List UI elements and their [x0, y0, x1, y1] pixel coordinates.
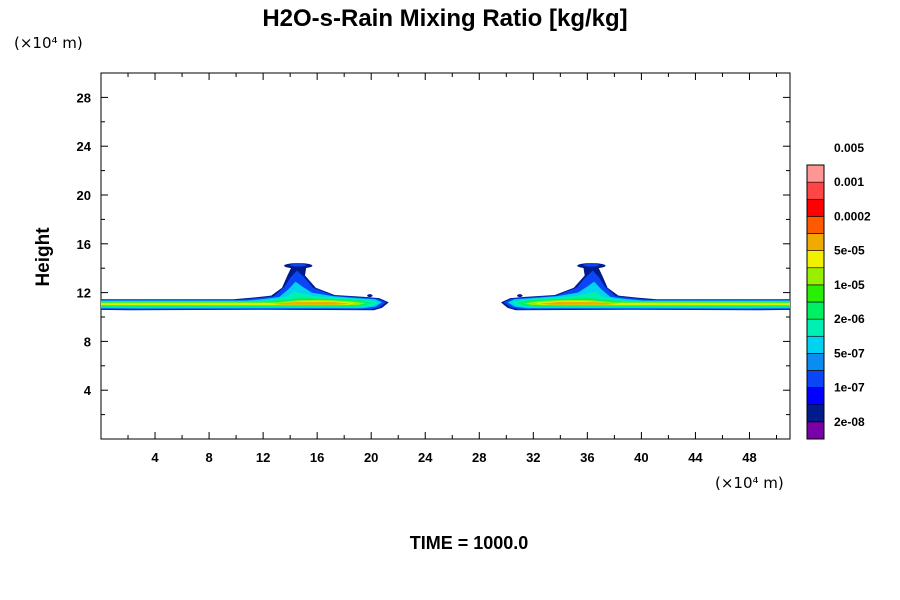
x-tick-label: 32: [526, 450, 540, 465]
colorbar-swatch: [806, 318, 825, 337]
right-cloud-contour-level-8: [538, 301, 620, 305]
x-tick-labels: 4 8 12 16 20 24 28 32 36 40 44 48: [151, 450, 756, 465]
left-cloud-contour-level-8: [269, 301, 351, 305]
x-tick-label: 40: [634, 450, 648, 465]
colorbar-swatch: [806, 421, 825, 440]
colorbar-label: 2e-08: [834, 415, 865, 429]
y-tick-label: 24: [77, 139, 92, 154]
plot-frame: [100, 72, 791, 440]
x-tick-label: 24: [418, 450, 433, 465]
colorbar-label: 1e-07: [834, 381, 865, 395]
colorbar-swatch: [806, 267, 825, 286]
right-cloud-anvil-cap-inner: [583, 263, 600, 267]
x-tick-label: 44: [688, 450, 703, 465]
contour-fill-group: [101, 263, 790, 311]
colorbar-swatch: [806, 353, 825, 371]
colorbar-swatch: [806, 216, 825, 234]
y-axis-label: Height: [33, 227, 54, 287]
colorbar-label: 5e-07: [834, 346, 865, 360]
x-tick-label: 36: [580, 450, 594, 465]
x-axis-unit-label: (×10⁴ m): [715, 474, 784, 492]
colorbar-swatch: [806, 233, 825, 251]
chart-title: H2O-s-Rain Mixing Ratio [kg/kg]: [262, 5, 627, 32]
right-cloud-small-cell: [517, 294, 523, 298]
left-cloud-anvil-cap-inner: [290, 263, 307, 267]
x-tick-label: 20: [364, 450, 378, 465]
y-tick-label: 20: [77, 188, 91, 203]
colorbar-swatch: [806, 370, 825, 388]
y-axis-unit-label: (×10⁴ m): [14, 34, 83, 52]
y-tick-label: 4: [84, 383, 92, 398]
left-cloud-small-cell: [367, 294, 373, 298]
colorbar-label: 1e-05: [834, 278, 865, 292]
colorbar-swatch: [806, 301, 825, 320]
x-tick-label: 4: [151, 450, 159, 465]
x-tick-label: 16: [310, 450, 324, 465]
axis-ticks: [101, 73, 790, 439]
colorbar-swatch: [806, 198, 825, 217]
colorbar-swatch: [806, 164, 825, 183]
colorbar-frame: [806, 164, 825, 440]
y-tick-label: 8: [84, 334, 91, 349]
colorbar-swatch: [806, 387, 825, 406]
colorbar-label: 2e-06: [834, 312, 865, 326]
y-tick-label: 16: [77, 237, 91, 252]
colorbar-label: 5e-05: [834, 244, 865, 258]
x-tick-label: 8: [205, 450, 212, 465]
x-tick-label: 28: [472, 450, 486, 465]
colorbar-label: 0.005: [834, 141, 864, 155]
x-tick-label: 12: [256, 450, 270, 465]
y-tick-labels: 4 8 12 16 20 24 28: [77, 90, 92, 398]
colorbar: 2e-08 1e-07 5e-07 2e-06 1e-05 5e-05 0.0002 0.00…: [806, 141, 871, 440]
colorbar-swatch: [806, 181, 825, 200]
colorbar-label: 0.0002: [834, 209, 871, 223]
y-tick-label: 28: [77, 90, 91, 105]
colorbar-swatch: [806, 284, 825, 303]
colorbar-swatch: [806, 404, 825, 423]
x-tick-label: 48: [742, 450, 756, 465]
y-tick-label: 12: [77, 286, 91, 301]
time-label: TIME = 1000.0: [410, 533, 529, 553]
colorbar-swatch: [806, 250, 825, 269]
colorbar-swatch: [806, 335, 825, 354]
colorbar-label: 0.001: [834, 175, 864, 189]
